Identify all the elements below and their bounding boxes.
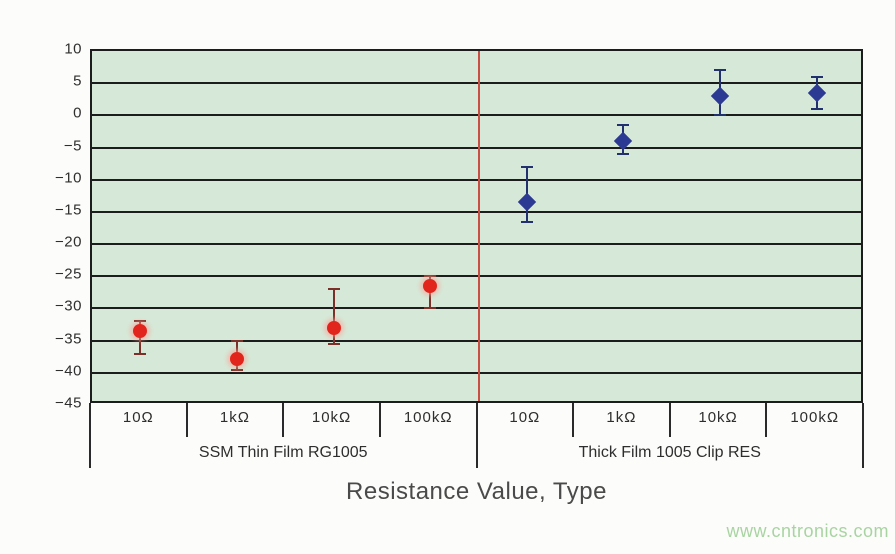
error-bar-cap: [714, 69, 727, 72]
gridline: [92, 210, 861, 213]
error-bar-cap: [810, 75, 823, 78]
data-point-diamond: [710, 86, 730, 106]
gridline: [92, 243, 861, 246]
error-bar-cap: [424, 307, 437, 310]
gridline: [92, 339, 861, 342]
error-bar-cap: [810, 107, 823, 110]
y-tick-label: −25: [55, 265, 82, 283]
y-tick-label: −10: [55, 169, 82, 187]
error-bar-cap: [424, 275, 437, 278]
group-boundary-tick: [862, 403, 864, 468]
data-point-circle: [133, 323, 148, 338]
y-tick-label: −35: [55, 330, 82, 348]
group-label: SSM Thin Film RG1005: [198, 444, 368, 461]
category-tick: [572, 403, 575, 437]
category-tick: [185, 403, 188, 437]
category-tick: [378, 403, 381, 437]
watermark-text: www.cntronics.com: [726, 521, 889, 541]
gridline: [92, 275, 861, 278]
error-bar-cap: [714, 114, 727, 117]
data-point-diamond: [517, 193, 537, 212]
category-tick: [282, 403, 285, 437]
y-tick-label: 0: [73, 104, 82, 122]
gridline: [92, 307, 861, 310]
data-point-circle: [423, 278, 438, 293]
error-bar-cap: [134, 320, 147, 323]
error-bar-cap: [327, 288, 340, 291]
error-bar-cap: [134, 352, 147, 355]
category-label: 100kΩ: [790, 409, 840, 426]
gridline: [92, 146, 861, 149]
error-bar-cap: [617, 152, 630, 155]
group-label: Thick Film 1005 Clip RES: [578, 444, 761, 461]
y-tick-label: −30: [55, 297, 82, 315]
error-bar-cap: [520, 165, 533, 168]
group-boundary-tick: [89, 403, 91, 468]
y-tick-label: −40: [55, 362, 82, 380]
data-point-circle: [326, 320, 341, 335]
category-label: 1kΩ: [606, 409, 637, 426]
y-tick-label: 10: [64, 40, 82, 58]
y-tick-label: 5: [73, 72, 82, 90]
category-label: 1kΩ: [219, 409, 250, 426]
x-axis-title: Resistance Value, Type: [346, 478, 607, 505]
error-bar-cap: [617, 124, 630, 127]
gridline: [92, 371, 861, 374]
error-bar-cap: [230, 339, 243, 342]
data-point-circle: [229, 351, 244, 366]
group-boundary-tick: [475, 403, 478, 468]
data-point-diamond: [807, 83, 826, 103]
plot-area: [90, 49, 863, 403]
error-bar-cap: [520, 220, 533, 223]
error-bar-cap: [230, 368, 243, 371]
category-tick: [765, 403, 768, 437]
gridline: [92, 114, 861, 117]
series-divider-line: [477, 51, 480, 401]
y-tick-label: −5: [63, 137, 82, 155]
error-bar-cap: [327, 342, 340, 345]
category-label: 10Ω: [509, 409, 541, 426]
category-label: 10kΩ: [311, 409, 352, 426]
gridline: [92, 178, 861, 181]
gridline: [92, 82, 861, 85]
category-tick: [668, 403, 671, 437]
category-label: 10kΩ: [698, 409, 738, 426]
y-tick-label: −20: [55, 233, 82, 251]
y-tick-label: −45: [55, 394, 82, 412]
category-label: 10Ω: [122, 409, 154, 426]
category-label: 100kΩ: [403, 409, 453, 426]
error-bar: [332, 289, 335, 344]
y-tick-label: −15: [55, 201, 82, 219]
